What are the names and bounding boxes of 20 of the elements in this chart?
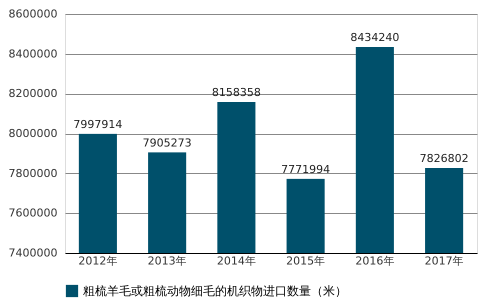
x-tick-label: 2016年	[355, 254, 394, 268]
data-label: 8434240	[350, 31, 400, 44]
x-tick-label: 2013年	[148, 254, 187, 268]
legend-label: 粗梳羊毛或粗梳动物细毛的机织物进口数量（米）	[83, 284, 347, 298]
y-tick-label: 7800000	[8, 166, 58, 180]
y-tick-label: 8400000	[8, 47, 58, 60]
x-tick-label: 2017年	[424, 254, 464, 268]
x-tick-label: 2012年	[78, 254, 118, 268]
x-tick-label: 2014年	[216, 254, 256, 268]
data-label: 7771994	[281, 162, 330, 176]
y-tick-label: 8600000	[8, 8, 58, 20]
data-label: 8158358	[212, 86, 261, 99]
data-label: 7997914	[73, 118, 122, 131]
y-tick-label: 7600000	[8, 206, 58, 220]
x-tick-label: 2015年	[286, 254, 326, 268]
y-tick-label: 8000000	[8, 127, 58, 140]
data-label: 7905273	[142, 136, 192, 150]
y-tick-label: 8200000	[8, 87, 58, 100]
y-tick-label: 7400000	[8, 246, 58, 260]
data-label: 7826802	[420, 152, 469, 165]
